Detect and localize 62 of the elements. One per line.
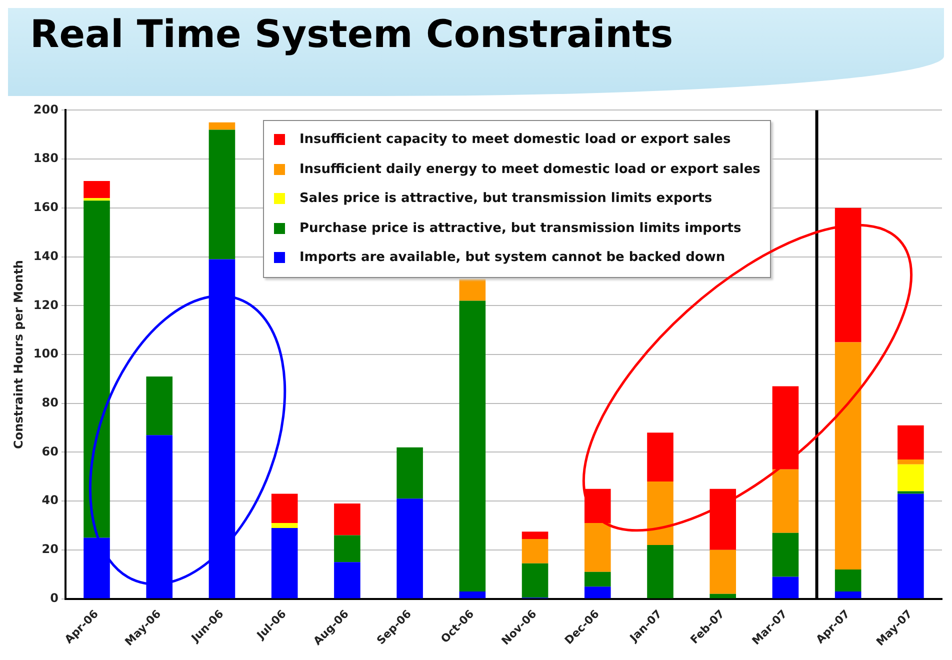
bar — [459, 300, 486, 592]
bar — [584, 572, 611, 587]
y-tick-label: 200 — [33, 102, 58, 116]
y-tick-label: 20 — [42, 542, 58, 556]
bar — [271, 528, 298, 598]
bar — [772, 386, 799, 470]
bar — [898, 460, 924, 464]
bar — [396, 447, 423, 499]
bar — [271, 494, 298, 524]
bar — [334, 562, 360, 598]
bar — [898, 425, 924, 460]
y-tick-label: 0 — [50, 590, 58, 605]
bar — [396, 498, 423, 598]
legend-label: Imports are available, but system cannot be backed down — [299, 250, 726, 266]
bar — [772, 576, 799, 598]
bar — [84, 198, 110, 201]
bar — [834, 208, 862, 342]
y-tick-label: 40 — [42, 493, 58, 508]
y-tick-label: 100 — [33, 346, 58, 361]
bar — [584, 523, 611, 572]
legend-label: Insufficient capacity to meet domestic load or export sales — [299, 132, 731, 148]
bar — [772, 532, 799, 577]
bar — [898, 464, 924, 492]
bar — [146, 376, 173, 436]
y-tick-label: 140 — [33, 248, 58, 263]
y-axis-title: Constraint Hours per Month — [11, 260, 26, 449]
bar — [647, 432, 674, 482]
bar — [898, 494, 924, 598]
y-tick-label: 60 — [42, 444, 58, 458]
y-tick-label: 180 — [33, 151, 58, 166]
chart-title: Real Time System Constraints — [30, 12, 674, 56]
legend-label: Insufficient daily energy to meet domestic load or export sales — [299, 162, 760, 177]
bar — [647, 545, 674, 598]
bar — [710, 550, 736, 594]
bar — [710, 594, 736, 598]
bar — [584, 586, 611, 598]
bar — [459, 278, 486, 301]
bar — [522, 538, 548, 564]
y-tick-label: 80 — [42, 395, 58, 410]
bar — [834, 591, 862, 598]
y-tick-label: 120 — [33, 298, 58, 312]
legend-label: Purchase price is attractive, but transmission limits imports — [299, 220, 742, 236]
legend-label: Sales price is attractive, but transmission limits exports — [299, 191, 712, 206]
bar — [647, 482, 674, 546]
bar — [271, 523, 298, 528]
bar — [772, 469, 799, 533]
bar — [334, 504, 360, 536]
bar — [522, 532, 548, 539]
bar — [146, 435, 173, 598]
bar — [208, 130, 236, 260]
bar — [834, 569, 862, 592]
bar — [84, 200, 110, 538]
bar — [208, 122, 236, 130]
bar — [710, 488, 736, 550]
bar — [208, 259, 236, 598]
bar — [84, 181, 110, 198]
bar — [522, 563, 548, 598]
bar — [334, 535, 360, 562]
bar — [834, 342, 862, 570]
y-tick-label: 160 — [33, 200, 58, 214]
bar — [84, 538, 110, 598]
bar — [459, 591, 486, 598]
